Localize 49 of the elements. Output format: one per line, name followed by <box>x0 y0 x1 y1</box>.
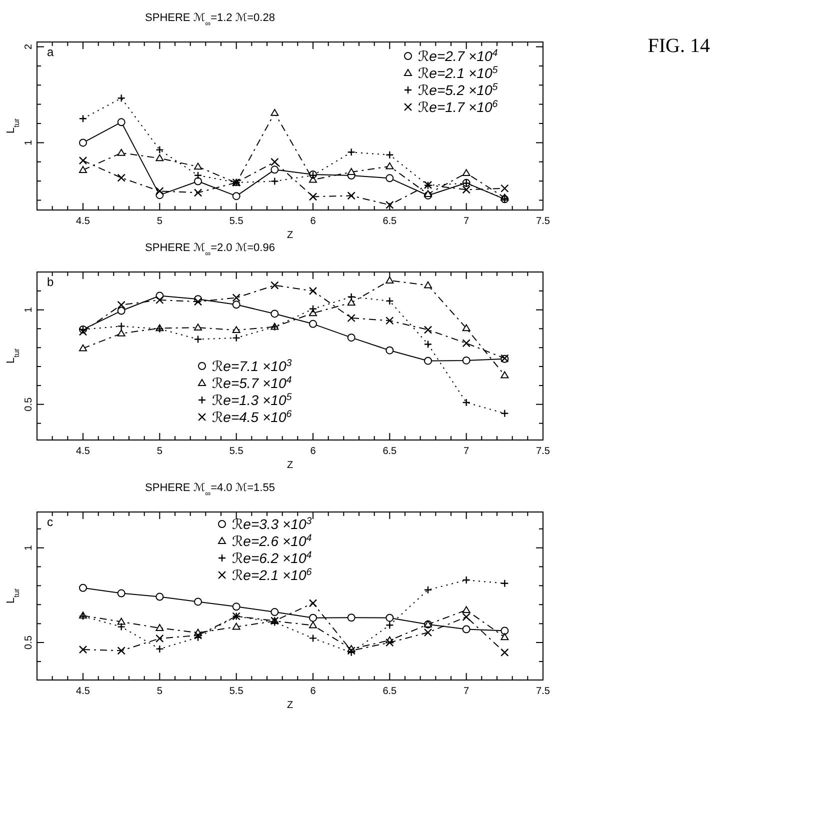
y-tick-label: 0.5 <box>24 635 35 650</box>
legend-label: ℛe=1.7 ×10$^{6}$ <box>418 98 498 115</box>
y-tick-label: 1 <box>24 306 35 313</box>
x-tick-label: 7.5 <box>536 686 550 697</box>
x-tick-label: 7 <box>464 446 470 457</box>
legend-label: ℛe=2.6 ×10$^{4}$ <box>232 532 312 549</box>
x-tick-label: 4.5 <box>76 216 90 227</box>
legend-label: ℛe=2.7 ×10$^{4}$ <box>418 48 498 64</box>
x-tick-label: 4.5 <box>76 446 90 457</box>
x-tick-label: 5.5 <box>229 216 244 227</box>
chart-title: SPHERE ℳ$_{∞}$=2.0 ℳ=0.96 <box>145 242 275 258</box>
x-tick-label: 7 <box>464 216 470 227</box>
annotation: c <box>47 515 53 529</box>
x-tick-label: 5 <box>156 446 163 457</box>
x-axis-title: Z <box>286 460 294 471</box>
legend-label: ℛe=4.5 ×10$^{6}$ <box>212 408 292 425</box>
chart-title: SPHERE ℳ$_{∞}$=1.2 ℳ=0.28 <box>145 12 275 28</box>
legend-label: ℛe=6.2 ×10$^{4}$ <box>232 550 312 566</box>
x-tick-label: 7.5 <box>536 216 550 227</box>
legend-label: ℛe=7.1 ×10$^{3}$ <box>212 358 292 374</box>
annotation: a <box>47 45 54 59</box>
legend-label: ℛe=1.3 ×10$^{5}$ <box>212 392 292 408</box>
x-tick-label: 5.5 <box>229 446 244 457</box>
x-tick-label: 6 <box>310 446 316 457</box>
x-tick-label: 4.5 <box>76 686 90 697</box>
legend-label: ℛe=2.1 ×10$^{5}$ <box>418 64 498 81</box>
x-axis-title: Z <box>286 700 294 711</box>
x-axis-title: Z <box>286 230 294 241</box>
y-tick-label: 2 <box>24 44 35 50</box>
x-tick-label: 6.5 <box>382 216 398 227</box>
x-tick-label: 7.5 <box>536 446 550 457</box>
x-tick-label: 7 <box>464 686 470 697</box>
x-tick-label: 6 <box>310 686 316 697</box>
legend-label: ℛe=5.7 ×10$^{4}$ <box>212 374 292 391</box>
x-tick-label: 5 <box>156 686 163 697</box>
y-tick-label: 1 <box>24 544 35 551</box>
legend-label: ℛe=3.3 ×10$^{3}$ <box>232 516 312 532</box>
y-tick-label: 1 <box>24 139 35 146</box>
caption: FIG. 14 <box>648 35 710 57</box>
y-tick-label: 0.5 <box>24 396 35 412</box>
legend-label: ℛe=2.1 ×10$^{6}$ <box>232 566 312 583</box>
x-tick-label: 5 <box>156 216 163 227</box>
legend-label: ℛe=5.2 ×10$^{5}$ <box>418 82 498 98</box>
x-tick-label: 5.5 <box>229 686 244 697</box>
chart-title: SPHERE ℳ$_{∞}$=4.0 ℳ=1.55 <box>145 482 275 498</box>
x-tick-label: 6 <box>310 216 316 227</box>
x-tick-label: 6.5 <box>382 446 398 457</box>
x-tick-label: 6.5 <box>382 686 398 697</box>
annotation: b <box>47 275 54 289</box>
